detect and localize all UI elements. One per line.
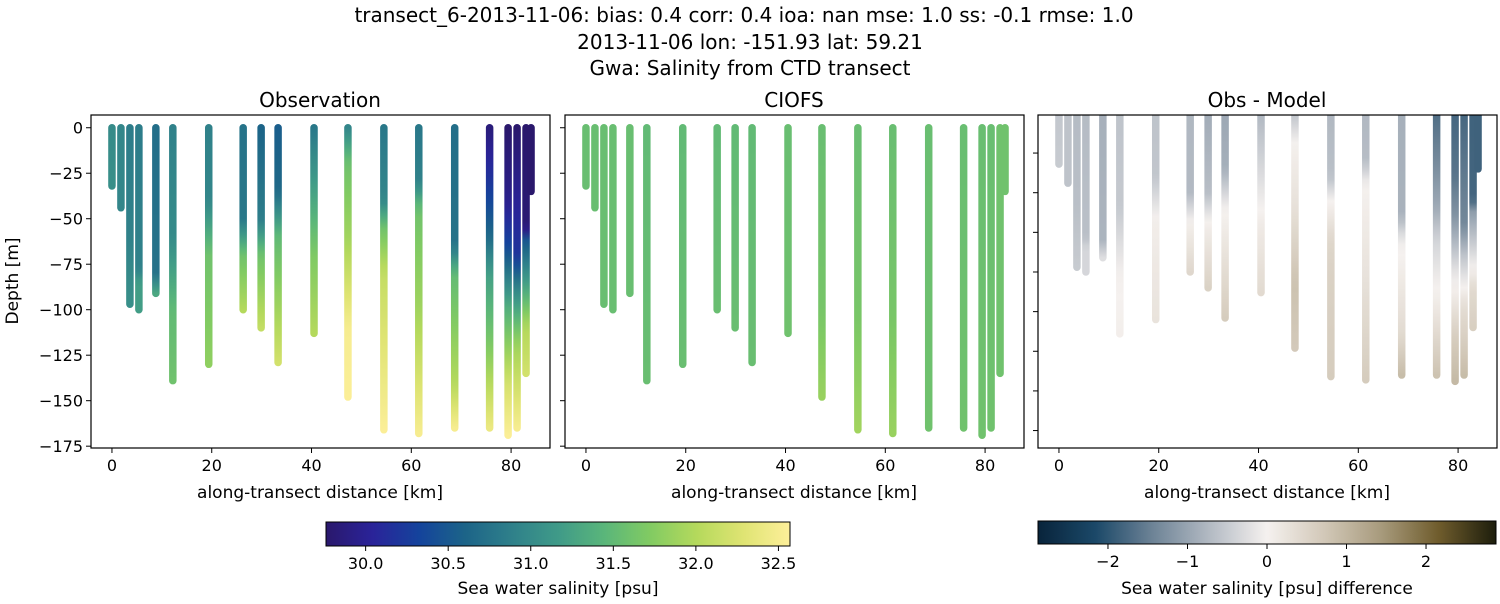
x-tick-label: 60 — [875, 456, 895, 475]
axes-frame-1 — [564, 114, 1025, 449]
colorbar-tick-label: −2 — [1096, 552, 1120, 571]
colorbar-tick-label: 31.0 — [513, 554, 549, 573]
x-axis-label-observation: along-transect distance [km] — [197, 483, 443, 503]
colorbar-tick-label: 31.5 — [596, 554, 632, 573]
x-tick-label: 60 — [401, 456, 421, 475]
x-tick-label: 80 — [975, 456, 995, 475]
panel-title-observation: Observation — [259, 88, 381, 112]
x-tick-label: 40 — [775, 456, 795, 475]
x-axis-label-model: along-transect distance [km] — [671, 483, 917, 503]
panel-title-model: CIOFS — [764, 88, 823, 112]
y-tick-label: −100 — [39, 301, 83, 320]
axes-frame-2 — [1037, 114, 1498, 449]
x-tick-label: 60 — [1348, 456, 1368, 475]
colorbar-haline — [325, 521, 791, 547]
figure-title-line-3: Gwa: Salinity from CTD transect — [590, 56, 911, 80]
colorbar-tick-label: 32.5 — [761, 554, 797, 573]
colorbar-tick-label: 1 — [1341, 552, 1351, 571]
y-tick-label: −75 — [49, 255, 83, 274]
colorbar-label-difference: Sea water salinity [psu] difference — [1121, 579, 1413, 599]
colorbar-tick-label: 2 — [1421, 552, 1431, 571]
figure-title-line-1: transect_6-2013-11-06: bias: 0.4 corr: 0… — [354, 3, 1133, 27]
figure-title-line-2: 2013-11-06 lon: -151.93 lat: 59.21 — [577, 30, 923, 54]
y-tick-label: −125 — [39, 346, 83, 365]
x-tick-label: 20 — [676, 456, 696, 475]
colorbar-tick-label: 30.5 — [430, 554, 466, 573]
colorbar-tick-label: −1 — [1176, 552, 1200, 571]
x-tick-label: 0 — [581, 456, 591, 475]
x-tick-label: 80 — [501, 456, 521, 475]
x-axis-label-difference: along-transect distance [km] — [1144, 483, 1390, 503]
axes-frame-0 — [90, 114, 551, 449]
x-tick-label: 40 — [301, 456, 321, 475]
x-tick-label: 40 — [1248, 456, 1268, 475]
colorbar-diff — [1037, 520, 1497, 545]
plot-area-2 — [1055, 115, 1482, 386]
plot-area-1 — [582, 123, 1009, 440]
colorbar-label-salinity: Sea water salinity [psu] — [458, 579, 659, 599]
colorbar-tick-label: 0 — [1262, 552, 1272, 571]
y-tick-label: −175 — [39, 437, 83, 456]
x-tick-label: 0 — [1054, 456, 1064, 475]
y-axis-label: Depth [m] — [3, 237, 23, 324]
y-tick-label: 0 — [73, 119, 83, 138]
x-tick-label: 0 — [107, 456, 117, 475]
x-tick-label: 20 — [202, 456, 222, 475]
x-tick-label: 20 — [1149, 456, 1169, 475]
colorbar-tick-label: 30.0 — [348, 554, 384, 573]
panel-title-difference: Obs - Model — [1208, 88, 1327, 112]
y-tick-label: −150 — [39, 392, 83, 411]
x-tick-label: 80 — [1448, 456, 1468, 475]
y-tick-label: −50 — [49, 210, 83, 229]
plot-area-0 — [108, 123, 535, 440]
colorbar-tick-label: 32.0 — [678, 554, 714, 573]
y-tick-label: −25 — [49, 164, 83, 183]
